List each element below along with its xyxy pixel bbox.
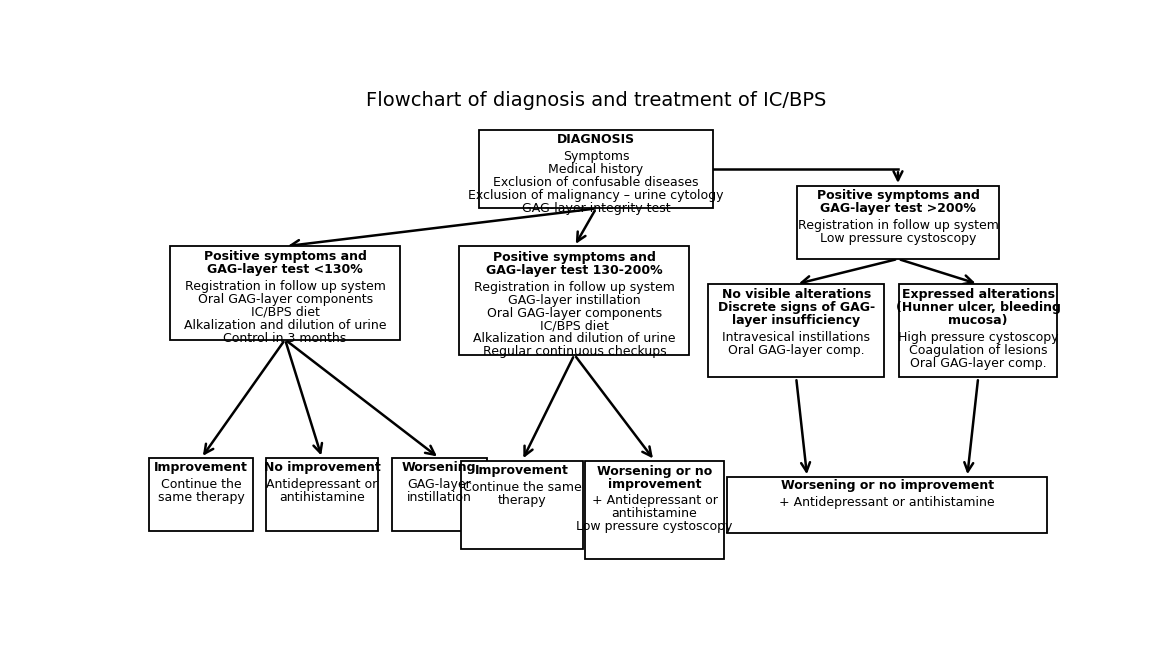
Text: Positive symptoms and: Positive symptoms and bbox=[816, 189, 979, 202]
Text: Regular continuous checkups: Regular continuous checkups bbox=[483, 345, 666, 358]
Text: Improvement: Improvement bbox=[155, 461, 248, 474]
Text: GAG-layer integrity test: GAG-layer integrity test bbox=[522, 202, 670, 215]
Text: Low pressure cystoscopy: Low pressure cystoscopy bbox=[577, 521, 733, 533]
Text: Control in 3 months: Control in 3 months bbox=[223, 332, 347, 345]
Text: Registration in follow up system: Registration in follow up system bbox=[475, 280, 675, 293]
Text: Continue the: Continue the bbox=[160, 478, 242, 491]
Text: Alkalization and dilution of urine: Alkalization and dilution of urine bbox=[184, 319, 386, 332]
Text: Registration in follow up system: Registration in follow up system bbox=[798, 219, 998, 232]
Text: (Hunner ulcer, bleeding: (Hunner ulcer, bleeding bbox=[896, 301, 1061, 314]
Bar bbox=[170, 246, 400, 339]
Text: Continue the same: Continue the same bbox=[463, 481, 582, 494]
Bar bbox=[479, 130, 713, 208]
Text: therapy: therapy bbox=[498, 494, 547, 507]
Text: Alkalization and dilution of urine: Alkalization and dilution of urine bbox=[473, 333, 676, 345]
Text: Positive symptoms and: Positive symptoms and bbox=[204, 250, 366, 263]
Text: Exclusion of confusable diseases: Exclusion of confusable diseases bbox=[493, 176, 699, 189]
Bar bbox=[462, 460, 583, 549]
Text: GAG-layer test >200%: GAG-layer test >200% bbox=[820, 202, 976, 215]
Text: layer insufficiency: layer insufficiency bbox=[732, 314, 861, 327]
Text: Registration in follow up system: Registration in follow up system bbox=[185, 280, 385, 293]
Text: Oral GAG-layer comp.: Oral GAG-layer comp. bbox=[909, 357, 1047, 369]
Text: Discrete signs of GAG-: Discrete signs of GAG- bbox=[718, 301, 875, 314]
Text: Medical history: Medical history bbox=[549, 163, 643, 176]
Bar bbox=[899, 284, 1057, 377]
Text: Worsening or no improvement: Worsening or no improvement bbox=[780, 479, 993, 493]
Text: Oral GAG-layer components: Oral GAG-layer components bbox=[198, 293, 372, 306]
Text: GAG-layer: GAG-layer bbox=[407, 478, 471, 491]
Text: IC/BPS diet: IC/BPS diet bbox=[251, 306, 320, 319]
Text: Symptoms: Symptoms bbox=[563, 150, 629, 163]
Text: Improvement: Improvement bbox=[476, 464, 569, 477]
Text: IC/BPS diet: IC/BPS diet bbox=[540, 320, 609, 333]
Text: Low pressure cystoscopy: Low pressure cystoscopy bbox=[820, 232, 976, 244]
Text: Oral GAG-layer comp.: Oral GAG-layer comp. bbox=[728, 344, 864, 357]
Text: same therapy: same therapy bbox=[158, 491, 244, 504]
Text: Exclusion of malignancy – urine cytology: Exclusion of malignancy – urine cytology bbox=[469, 189, 723, 202]
Text: instillation: instillation bbox=[407, 491, 472, 504]
Text: No improvement: No improvement bbox=[264, 461, 380, 474]
Text: GAG-layer test <130%: GAG-layer test <130% bbox=[207, 263, 363, 276]
Bar bbox=[797, 186, 999, 259]
Bar bbox=[392, 458, 486, 531]
Text: Flowchart of diagnosis and treatment of IC/BPS: Flowchart of diagnosis and treatment of … bbox=[366, 91, 826, 110]
Text: Antidepressant or: Antidepressant or bbox=[266, 478, 378, 491]
Text: Worsening or no: Worsening or no bbox=[597, 464, 712, 477]
Text: antihistamine: antihistamine bbox=[612, 508, 698, 521]
Bar bbox=[585, 460, 725, 559]
Text: + Antidepressant or antihistamine: + Antidepressant or antihistamine bbox=[779, 496, 996, 509]
Bar bbox=[265, 458, 378, 531]
Text: Positive symptoms and: Positive symptoms and bbox=[493, 251, 656, 263]
Bar bbox=[149, 458, 254, 531]
Text: Intravesical instillations: Intravesical instillations bbox=[722, 331, 870, 344]
Text: mucosa): mucosa) bbox=[949, 314, 1008, 327]
Text: High pressure cystoscopy: High pressure cystoscopy bbox=[898, 331, 1058, 344]
Text: Expressed alterations: Expressed alterations bbox=[901, 288, 1055, 301]
Text: GAG-layer instillation: GAG-layer instillation bbox=[508, 293, 641, 307]
Text: + Antidepressant or: + Antidepressant or bbox=[592, 495, 718, 508]
Text: Worsening: Worsening bbox=[402, 461, 477, 474]
Bar bbox=[708, 284, 884, 377]
Text: antihistamine: antihistamine bbox=[279, 491, 365, 504]
Bar bbox=[727, 477, 1047, 533]
Bar bbox=[459, 246, 690, 355]
Text: Oral GAG-layer components: Oral GAG-layer components bbox=[487, 307, 662, 320]
Text: Coagulation of lesions: Coagulation of lesions bbox=[909, 344, 1048, 357]
Text: improvement: improvement bbox=[608, 477, 701, 491]
Text: No visible alterations: No visible alterations bbox=[721, 288, 871, 301]
Text: GAG-layer test 130-200%: GAG-layer test 130-200% bbox=[486, 263, 663, 276]
Text: DIAGNOSIS: DIAGNOSIS bbox=[557, 134, 635, 147]
